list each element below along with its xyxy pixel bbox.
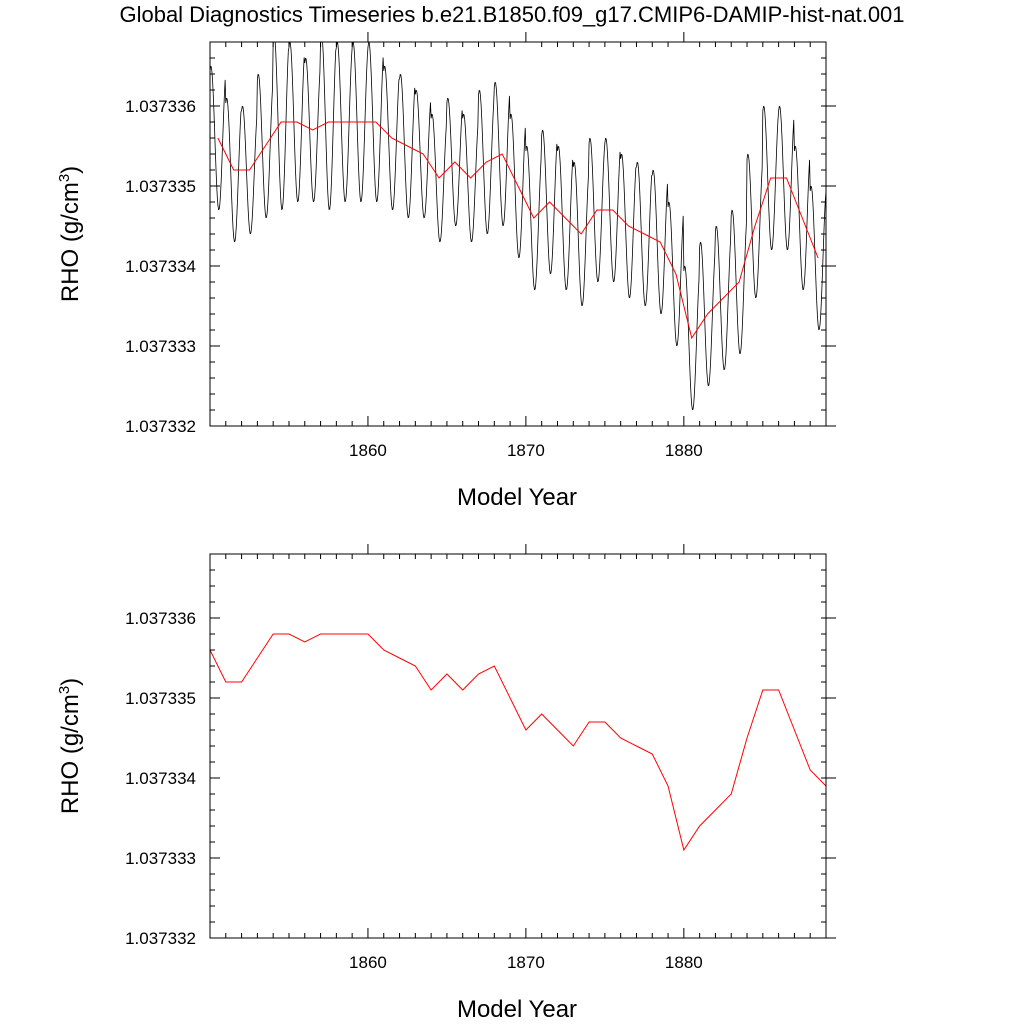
x-tick-label: 1870 [507,441,545,460]
x-tick-label: 1880 [665,441,703,460]
y-tick-label: 1.037334 [125,769,196,788]
y-tick-label: 1.037335 [125,177,196,196]
chart-panel-1: 1860 1870 1880 1.037332 1.037333 1.037334 1.03… [56,32,836,511]
y-axis-title: RHO (g/cm3) [56,678,84,814]
plot-frame [209,553,827,939]
y-tick-label: 1.037334 [125,257,196,276]
chart-title: Global Diagnostics Timeseries b.e21.B185… [119,2,905,27]
y-tick-label: 1.037332 [125,417,196,436]
x-tick-label: 1860 [349,953,387,972]
y-axis-title: RHO (g/cm3) [56,166,84,302]
series-line-annual [210,633,826,852]
series-line-monthly [210,42,826,411]
x-tick-label: 1880 [665,953,703,972]
x-axis-title: Model Year [457,996,577,1023]
y-tick-label: 1.037335 [125,689,196,708]
y-tick-label: 1.037332 [125,929,196,948]
series-line-annual [217,121,819,340]
y-tick-label: 1.037333 [125,337,196,356]
y-tick-label: 1.037336 [125,97,196,116]
x-tick-label: 1870 [507,953,545,972]
y-tick-label: 1.037336 [125,609,196,628]
chart-panel-2: 1860 1870 1880 1.037332 1.037333 1.037334 1.03… [56,544,836,1023]
x-tick-label: 1860 [349,441,387,460]
x-axis-title: Model Year [457,484,577,511]
y-tick-label: 1.037333 [125,849,196,868]
